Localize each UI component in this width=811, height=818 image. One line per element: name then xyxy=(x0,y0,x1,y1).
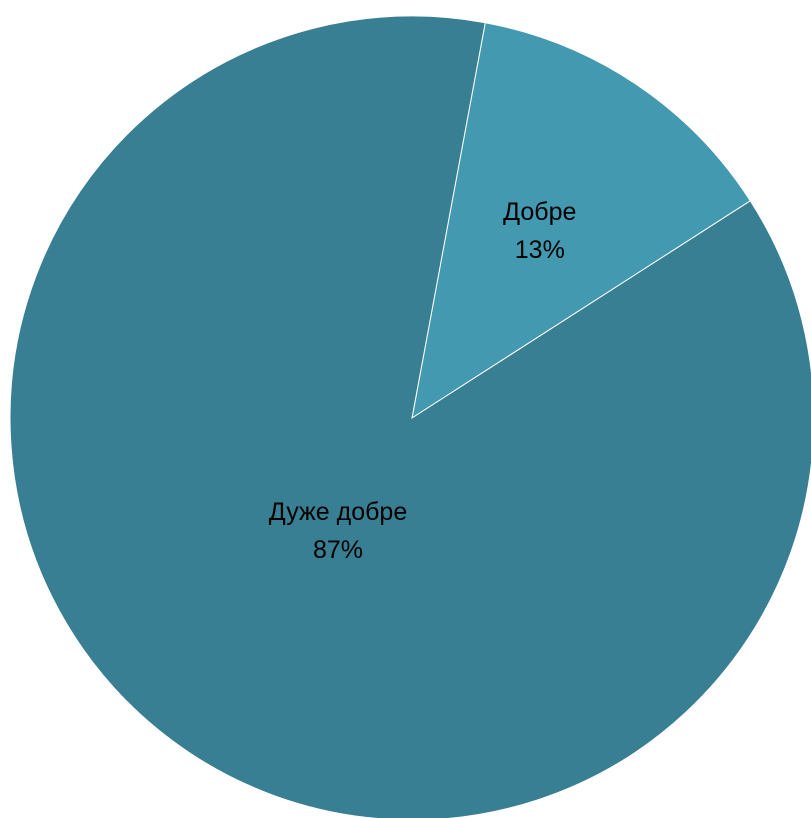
pie-slice-1 xyxy=(411,22,751,420)
slice-label-percent: 13% xyxy=(515,236,565,264)
slice-label-percent: 87% xyxy=(313,536,363,564)
slice-label-name: Дуже добре xyxy=(269,498,407,526)
pie-slices xyxy=(9,15,811,818)
pie-slice-2 xyxy=(9,15,811,818)
slice-label-name: Добре xyxy=(503,198,576,226)
pie-labels: Добре 13% Дуже добре 87% xyxy=(269,198,577,564)
